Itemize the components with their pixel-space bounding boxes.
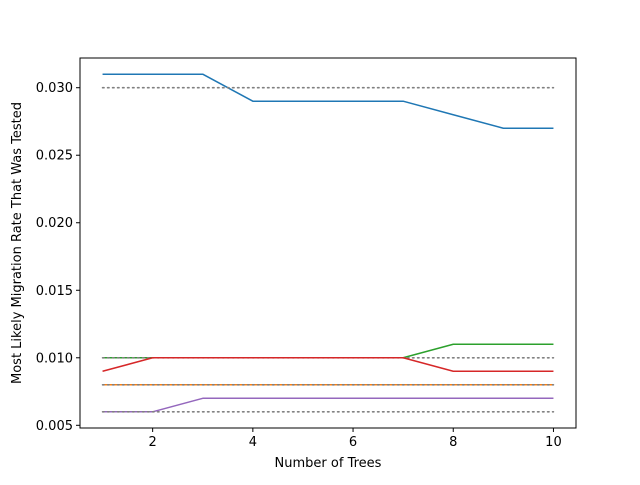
x-tick-label: 2 (149, 435, 157, 450)
x-tick-label: 10 (545, 435, 562, 450)
series-line-4 (102, 357, 554, 373)
y-tick-label: 0.020 (36, 216, 73, 231)
y-tick-label: 0.010 (36, 351, 73, 366)
x-tick-label: 8 (449, 435, 457, 450)
y-tick-label: 0.030 (36, 81, 73, 96)
y-tick-label: 0.015 (36, 284, 73, 299)
y-tick-label: 0.025 (36, 149, 73, 164)
plot-area-frame (79, 57, 577, 429)
x-tick-label: 4 (249, 435, 257, 450)
y-axis-ticks: 0.005 0.010 0.015 0.020 0.025 0.030 (36, 81, 80, 434)
series-line-7 (102, 397, 554, 413)
x-tick-label: 6 (349, 435, 357, 450)
series-line-2 (102, 343, 554, 359)
x-axis-label: Number of Trees (275, 456, 382, 471)
series-layer (101, 73, 555, 413)
y-tick-label: 0.005 (36, 419, 73, 434)
series-line-0 (102, 73, 554, 129)
x-axis-ticks: 2 4 6 8 10 (149, 428, 562, 450)
y-axis-label: Most Likely Migration Rate That Was Test… (10, 102, 25, 384)
